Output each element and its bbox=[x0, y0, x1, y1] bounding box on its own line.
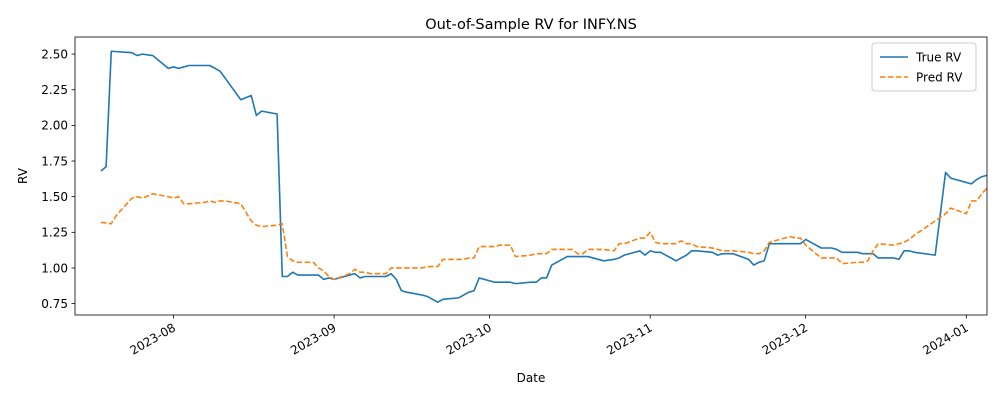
x-axis-label: Date bbox=[517, 371, 546, 385]
y-tick-label: 2.00 bbox=[41, 119, 68, 133]
series-layer bbox=[100, 50, 988, 303]
y-tick-label: 0.75 bbox=[41, 297, 68, 311]
chart-title: Out-of-Sample RV for INFY.NS bbox=[425, 17, 637, 33]
y-axis-label: RV bbox=[16, 167, 30, 184]
y-axis: 0.75 1.00 1.25 1.50 1.75 2.00 2.25 2.50 bbox=[41, 47, 75, 311]
legend-box bbox=[871, 42, 977, 92]
series-line-true-rv bbox=[100, 50, 988, 303]
y-tick-label: 1.75 bbox=[41, 154, 68, 168]
legend: True RV Pred RV bbox=[871, 42, 977, 92]
y-tick-label: 2.25 bbox=[41, 83, 68, 97]
y-tick-label: 2.50 bbox=[41, 47, 68, 61]
plot-frame bbox=[74, 36, 988, 316]
y-tick-label: 1.25 bbox=[41, 226, 68, 240]
y-tick-label: 1.50 bbox=[41, 190, 68, 204]
legend-label: True RV bbox=[915, 50, 962, 64]
legend-label: Pred RV bbox=[916, 70, 963, 84]
series-line-pred-rv bbox=[100, 187, 988, 281]
y-tick-label: 1.00 bbox=[41, 261, 68, 275]
plot-area bbox=[74, 36, 988, 316]
